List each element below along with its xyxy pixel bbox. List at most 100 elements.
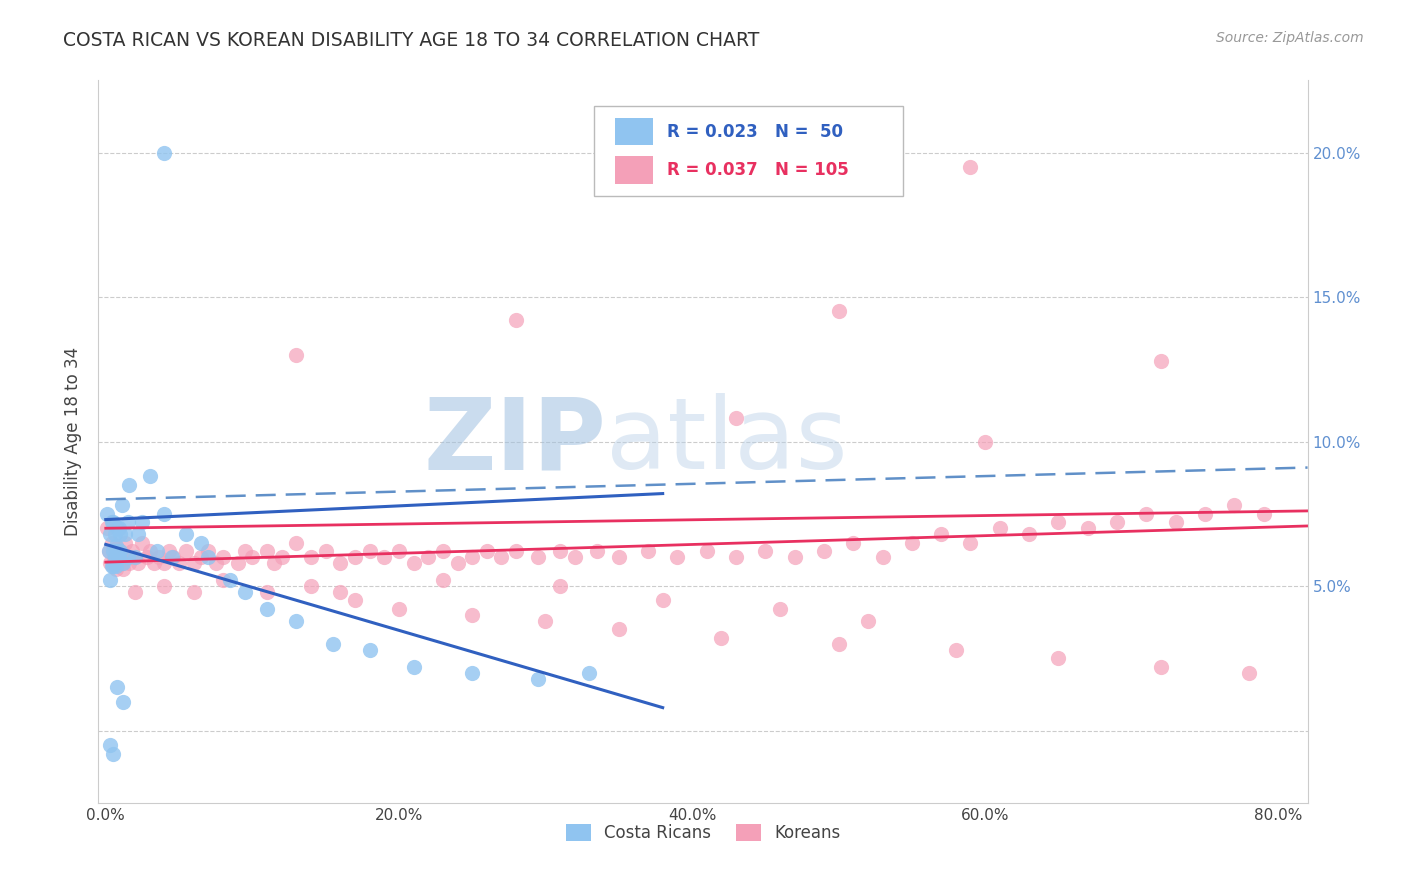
Point xyxy=(219,574,242,588)
Point xyxy=(329,556,352,570)
Point xyxy=(1164,516,1187,530)
Point xyxy=(491,550,513,565)
Point xyxy=(637,544,659,558)
Point xyxy=(233,584,256,599)
Point xyxy=(190,550,212,565)
Point xyxy=(110,527,132,541)
Point xyxy=(96,521,118,535)
Point xyxy=(101,747,124,761)
Point xyxy=(461,665,484,680)
Point xyxy=(270,550,292,565)
Point xyxy=(901,535,924,549)
Point xyxy=(461,550,484,565)
Point xyxy=(578,665,600,680)
Point xyxy=(124,584,146,599)
Bar xyxy=(614,156,654,184)
Point xyxy=(108,550,131,565)
Point xyxy=(1047,516,1070,530)
Point xyxy=(263,556,285,570)
Point xyxy=(1194,507,1216,521)
Point xyxy=(167,556,190,570)
Point xyxy=(827,637,849,651)
Point xyxy=(856,614,879,628)
Point xyxy=(842,535,865,549)
Point xyxy=(564,550,586,565)
Point xyxy=(359,544,381,558)
Point xyxy=(461,607,484,622)
Point xyxy=(1135,507,1157,521)
Point xyxy=(103,527,125,541)
Point xyxy=(666,550,689,565)
Point xyxy=(343,550,366,565)
Point xyxy=(1018,527,1040,541)
Point xyxy=(138,544,160,558)
Point xyxy=(146,544,169,558)
Point xyxy=(117,550,139,565)
Point xyxy=(101,516,124,530)
Point xyxy=(607,550,630,565)
Point xyxy=(176,527,198,541)
Text: atlas: atlas xyxy=(606,393,848,490)
Point xyxy=(114,535,136,549)
Text: ZIP: ZIP xyxy=(423,393,606,490)
Point xyxy=(256,544,278,558)
Point xyxy=(373,550,395,565)
Point xyxy=(111,556,134,570)
Point xyxy=(432,544,454,558)
Point xyxy=(162,550,184,565)
Point xyxy=(945,642,967,657)
Point xyxy=(959,160,981,174)
Point xyxy=(343,593,366,607)
Point xyxy=(929,527,952,541)
Point xyxy=(724,550,747,565)
Point xyxy=(974,434,997,449)
Point xyxy=(96,507,118,521)
Point xyxy=(153,579,176,593)
Point xyxy=(143,556,166,570)
Point xyxy=(183,556,205,570)
Point xyxy=(112,695,135,709)
Point xyxy=(117,516,139,530)
FancyBboxPatch shape xyxy=(595,105,903,196)
Point xyxy=(105,558,128,573)
Point xyxy=(527,672,550,686)
Point xyxy=(176,544,198,558)
Text: R = 0.023   N =  50: R = 0.023 N = 50 xyxy=(666,122,842,141)
Point xyxy=(135,550,157,565)
Point xyxy=(107,680,129,694)
Point xyxy=(105,562,128,576)
Point xyxy=(329,584,352,599)
Point xyxy=(359,642,381,657)
Point xyxy=(110,544,132,558)
Point xyxy=(285,535,308,549)
Point xyxy=(112,562,135,576)
Point xyxy=(813,544,835,558)
Point xyxy=(98,556,121,570)
Point xyxy=(299,550,322,565)
Point xyxy=(534,614,557,628)
Point xyxy=(505,313,527,327)
Point xyxy=(190,535,212,549)
Point xyxy=(138,469,160,483)
Point xyxy=(100,558,122,573)
Point xyxy=(131,516,153,530)
Point xyxy=(1150,660,1173,674)
Point xyxy=(240,550,263,565)
Point xyxy=(256,584,278,599)
Y-axis label: Disability Age 18 to 34: Disability Age 18 to 34 xyxy=(65,347,83,536)
Point xyxy=(98,527,121,541)
Point xyxy=(446,556,468,570)
Point xyxy=(110,544,132,558)
Point xyxy=(285,614,308,628)
Text: Source: ZipAtlas.com: Source: ZipAtlas.com xyxy=(1216,31,1364,45)
Point xyxy=(388,602,411,616)
Point xyxy=(98,738,121,752)
Point xyxy=(117,550,139,565)
Point xyxy=(118,478,141,492)
Point xyxy=(418,550,440,565)
Point xyxy=(1253,507,1275,521)
Point xyxy=(101,558,124,573)
Point xyxy=(197,544,219,558)
Point xyxy=(872,550,894,565)
Point xyxy=(101,544,124,558)
